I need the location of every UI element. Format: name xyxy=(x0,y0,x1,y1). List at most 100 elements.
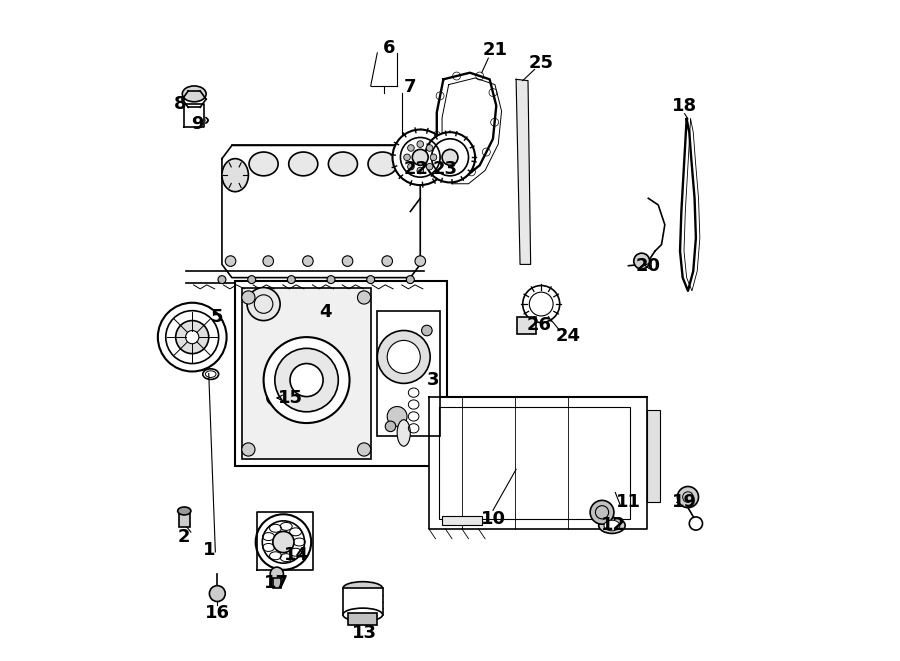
Bar xyxy=(647,410,661,502)
Circle shape xyxy=(218,276,226,284)
Circle shape xyxy=(404,154,410,161)
Polygon shape xyxy=(184,104,204,127)
Circle shape xyxy=(408,145,414,151)
Circle shape xyxy=(273,531,294,553)
Text: 18: 18 xyxy=(672,97,698,115)
Text: 16: 16 xyxy=(205,604,230,623)
Ellipse shape xyxy=(598,518,625,533)
Text: 25: 25 xyxy=(528,54,554,72)
Circle shape xyxy=(689,517,703,530)
Circle shape xyxy=(387,407,407,426)
Text: 21: 21 xyxy=(482,40,508,59)
Circle shape xyxy=(256,514,311,570)
Ellipse shape xyxy=(604,520,620,531)
Circle shape xyxy=(427,163,433,170)
Text: 14: 14 xyxy=(284,546,309,564)
Circle shape xyxy=(590,500,614,524)
Circle shape xyxy=(408,163,414,170)
Text: 24: 24 xyxy=(555,327,580,345)
Polygon shape xyxy=(516,79,531,264)
Ellipse shape xyxy=(343,582,382,595)
Circle shape xyxy=(242,443,255,456)
Bar xyxy=(235,281,446,466)
Circle shape xyxy=(417,141,424,147)
Circle shape xyxy=(442,149,458,165)
Ellipse shape xyxy=(328,152,357,176)
Circle shape xyxy=(392,130,448,185)
Text: 17: 17 xyxy=(265,574,289,592)
Ellipse shape xyxy=(343,608,382,621)
Ellipse shape xyxy=(249,152,278,176)
Text: 1: 1 xyxy=(202,541,215,559)
Ellipse shape xyxy=(368,152,397,176)
Circle shape xyxy=(248,276,256,284)
Circle shape xyxy=(210,586,225,602)
Circle shape xyxy=(158,303,227,371)
Circle shape xyxy=(185,330,199,344)
Circle shape xyxy=(290,364,323,397)
Circle shape xyxy=(634,253,650,269)
Ellipse shape xyxy=(183,86,206,102)
Text: 11: 11 xyxy=(616,493,641,512)
Circle shape xyxy=(425,132,475,182)
Circle shape xyxy=(176,321,209,354)
Circle shape xyxy=(417,167,424,174)
Text: 3: 3 xyxy=(428,371,440,389)
Circle shape xyxy=(387,340,420,373)
Circle shape xyxy=(342,256,353,266)
Text: 4: 4 xyxy=(320,303,332,321)
Text: 15: 15 xyxy=(277,389,302,407)
Circle shape xyxy=(225,256,236,266)
Circle shape xyxy=(382,256,392,266)
Circle shape xyxy=(385,421,396,432)
Bar xyxy=(439,407,631,519)
Text: 23: 23 xyxy=(432,159,457,178)
Bar xyxy=(343,588,382,615)
Bar xyxy=(442,516,482,525)
Circle shape xyxy=(270,567,284,580)
Ellipse shape xyxy=(177,507,191,515)
Circle shape xyxy=(415,256,426,266)
Circle shape xyxy=(274,348,338,412)
Bar xyxy=(348,613,377,625)
Ellipse shape xyxy=(397,420,410,446)
Circle shape xyxy=(430,154,436,161)
Circle shape xyxy=(263,256,274,266)
Circle shape xyxy=(377,330,430,383)
Text: 6: 6 xyxy=(382,38,395,57)
Circle shape xyxy=(287,276,295,284)
Polygon shape xyxy=(428,397,647,529)
Text: 26: 26 xyxy=(526,316,552,334)
Polygon shape xyxy=(257,512,313,570)
Text: 22: 22 xyxy=(403,159,428,178)
Circle shape xyxy=(523,286,560,323)
Text: 12: 12 xyxy=(601,516,626,535)
Circle shape xyxy=(302,256,313,266)
Text: 9: 9 xyxy=(191,115,203,134)
Circle shape xyxy=(357,443,371,456)
Bar xyxy=(273,578,281,588)
Circle shape xyxy=(678,486,698,508)
Text: 20: 20 xyxy=(635,256,661,275)
Text: 13: 13 xyxy=(352,624,376,642)
Text: 19: 19 xyxy=(672,493,698,512)
Circle shape xyxy=(366,276,374,284)
Bar xyxy=(179,511,190,527)
Text: 8: 8 xyxy=(174,95,186,114)
Circle shape xyxy=(327,276,335,284)
Text: 2: 2 xyxy=(178,527,191,546)
Bar xyxy=(377,311,440,436)
Circle shape xyxy=(427,145,433,151)
Ellipse shape xyxy=(289,152,318,176)
Text: 7: 7 xyxy=(404,78,417,97)
Polygon shape xyxy=(222,145,420,278)
Bar xyxy=(518,317,536,334)
Circle shape xyxy=(248,288,280,321)
Text: 10: 10 xyxy=(481,510,506,528)
Circle shape xyxy=(407,276,414,284)
Circle shape xyxy=(242,291,255,304)
Circle shape xyxy=(357,291,371,304)
Circle shape xyxy=(412,149,428,165)
Ellipse shape xyxy=(222,159,248,192)
Text: 5: 5 xyxy=(212,308,223,327)
